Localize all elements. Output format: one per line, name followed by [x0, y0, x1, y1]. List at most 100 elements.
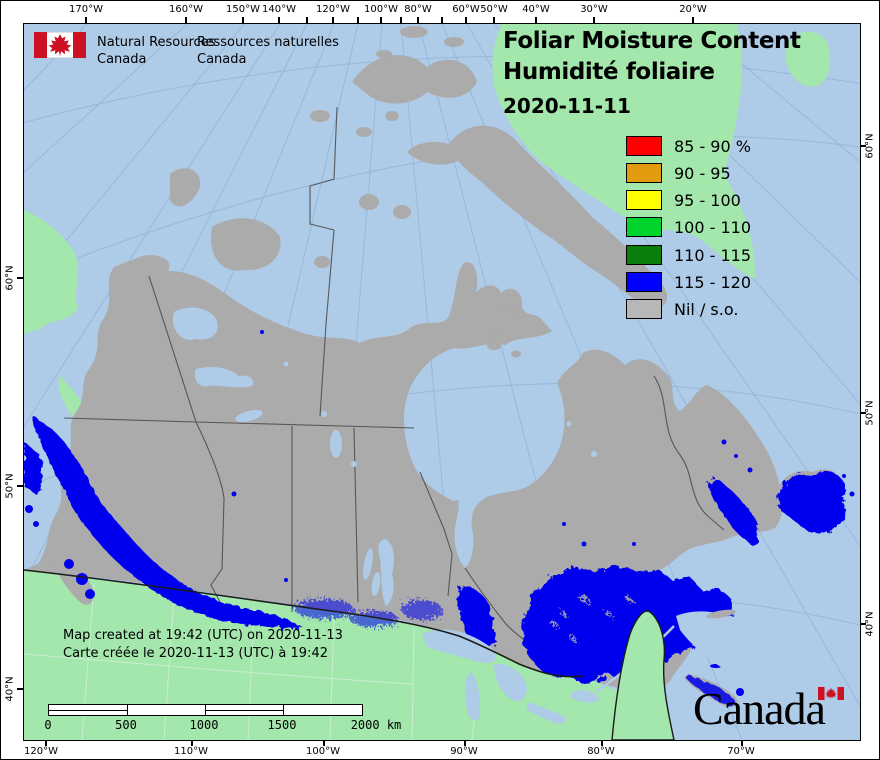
- agency-name-fr: Ressources naturelles Canada: [197, 34, 339, 68]
- lat-label: 50°N: [864, 400, 876, 426]
- legend-label: 115 - 120: [674, 272, 752, 292]
- lon-label: 100°W: [306, 746, 340, 757]
- scale-label: 1000: [189, 718, 219, 732]
- agency-en-line2: Canada: [97, 52, 147, 67]
- lon-label: 30°W: [580, 4, 608, 15]
- fmc-labrador-coast: [708, 476, 760, 545]
- canada-flag-icon: [34, 32, 86, 58]
- lake-erie: [526, 702, 566, 724]
- legend-swatch: [626, 245, 662, 265]
- creation-notes: Map created at 19:42 (UTC) on 2020-11-13…: [63, 627, 343, 663]
- lon-label: 70°W: [727, 746, 755, 757]
- agency-fr-line2: Canada: [197, 52, 247, 67]
- lat-label: 60°N: [864, 133, 876, 159]
- greenland: [492, 24, 756, 279]
- southampton-island: [492, 309, 524, 334]
- legend-label: Nil / s.o.: [674, 299, 739, 319]
- lake-superior: [422, 629, 497, 663]
- title-en: Foliar Moisture Content: [503, 28, 801, 54]
- scale-label: 2000 km: [350, 718, 402, 732]
- map-frame: [23, 23, 861, 741]
- lat-label: 50°N: [4, 473, 16, 499]
- us-canada-border: [24, 569, 585, 678]
- wordmark-flag-icon: [818, 687, 844, 700]
- lon-label: 40°W: [522, 4, 550, 15]
- legend-swatch: [626, 299, 662, 319]
- scale-bar: [48, 704, 363, 716]
- fmc-nova-scotia: [687, 676, 735, 706]
- legend-label: 110 - 115: [674, 245, 752, 265]
- fmc-newfoundland: [778, 471, 846, 534]
- agency-en-line1: Natural Resources: [97, 35, 216, 50]
- alaska-land: [24, 210, 78, 334]
- lakes: [172, 307, 599, 724]
- agency-fr-line1: Ressources naturelles: [197, 35, 339, 50]
- lat-label: 60°N: [4, 265, 16, 291]
- lon-label: 80°W: [404, 4, 432, 15]
- lon-label: 20°W: [679, 4, 707, 15]
- lake-huron: [494, 663, 527, 702]
- lon-label: 140°W: [262, 4, 296, 15]
- legend-swatch: [626, 190, 662, 210]
- scale-label: 500: [115, 718, 137, 732]
- lat-label: 40°N: [864, 611, 876, 637]
- canada-fmc-map: [24, 24, 860, 740]
- lon-label: 120°W: [24, 746, 58, 757]
- map-title-block: Foliar Moisture Content Humidité foliair…: [503, 26, 801, 118]
- canada-wordmark: Canada: [693, 683, 826, 734]
- baffin-island: [450, 125, 668, 308]
- banks-island: [170, 168, 201, 207]
- victoria-island: [211, 218, 281, 271]
- lon-label: 160°W: [169, 4, 203, 15]
- legend-label: 100 - 110: [674, 217, 752, 237]
- legend-swatch: [626, 217, 662, 237]
- legend-item: Nil / s.o.: [626, 297, 738, 321]
- legend-item: 100 - 110: [626, 215, 751, 239]
- fmc-small-patches: [25, 330, 855, 696]
- lon-label: 100°W: [364, 4, 398, 15]
- provincial-borders: [63, 106, 725, 655]
- title-date: 2020-11-11: [503, 94, 631, 118]
- scale-label: 0: [44, 718, 52, 732]
- title-fr: Humidité foliaire: [503, 59, 715, 85]
- lon-label: 120°W: [316, 4, 350, 15]
- maine-wedge: [611, 610, 675, 740]
- lon-label: 170°W: [69, 4, 103, 15]
- lon-label: 90°W: [450, 746, 478, 757]
- disko-island: [785, 31, 831, 87]
- fmc-115-120-regions: [24, 330, 855, 706]
- legend-item: 90 - 95: [626, 161, 731, 185]
- legend-item: 85 - 90 %: [626, 134, 751, 158]
- created-en: Map created at 19:42 (UTC) on 2020-11-13: [63, 628, 343, 643]
- anticosti-island: [706, 609, 736, 619]
- scale-label: 1500: [267, 718, 297, 732]
- lake-michigan: [465, 672, 481, 721]
- legend-label: 95 - 100: [674, 190, 741, 210]
- legend-label: 85 - 90 %: [674, 136, 751, 156]
- us-land: [24, 570, 654, 740]
- gulf-st-lawrence: [676, 611, 777, 670]
- legend-swatch: [626, 272, 662, 292]
- ellesmere-island: [352, 55, 477, 104]
- created-fr: Carte créée le 2020-11-13 (UTC) à 19:42: [63, 646, 328, 661]
- legend-label: 90 - 95: [674, 163, 731, 183]
- agency-name-en: Natural Resources Canada: [97, 34, 215, 68]
- lake-ontario: [572, 690, 599, 703]
- lake-winnipeg: [378, 539, 394, 606]
- fmc-east-quebec: [522, 565, 733, 683]
- lat-label: 40°N: [4, 676, 16, 702]
- fmc-haida-gwaii: [24, 442, 44, 494]
- lon-label: 150°W: [226, 4, 260, 15]
- fmc-bc-coast: [32, 416, 304, 629]
- legend-swatch: [626, 136, 662, 156]
- legend-item: 95 - 100: [626, 188, 741, 212]
- lon-label: 80°W: [587, 746, 615, 757]
- other-land: [24, 24, 831, 740]
- legend-item: 110 - 115: [626, 243, 751, 267]
- legend-swatch: [626, 163, 662, 183]
- lon-label: 110°W: [174, 746, 208, 757]
- lon-label: 60°W: [452, 4, 480, 15]
- legend-item: 115 - 120: [626, 270, 751, 294]
- lon-label: 50°W: [480, 4, 508, 15]
